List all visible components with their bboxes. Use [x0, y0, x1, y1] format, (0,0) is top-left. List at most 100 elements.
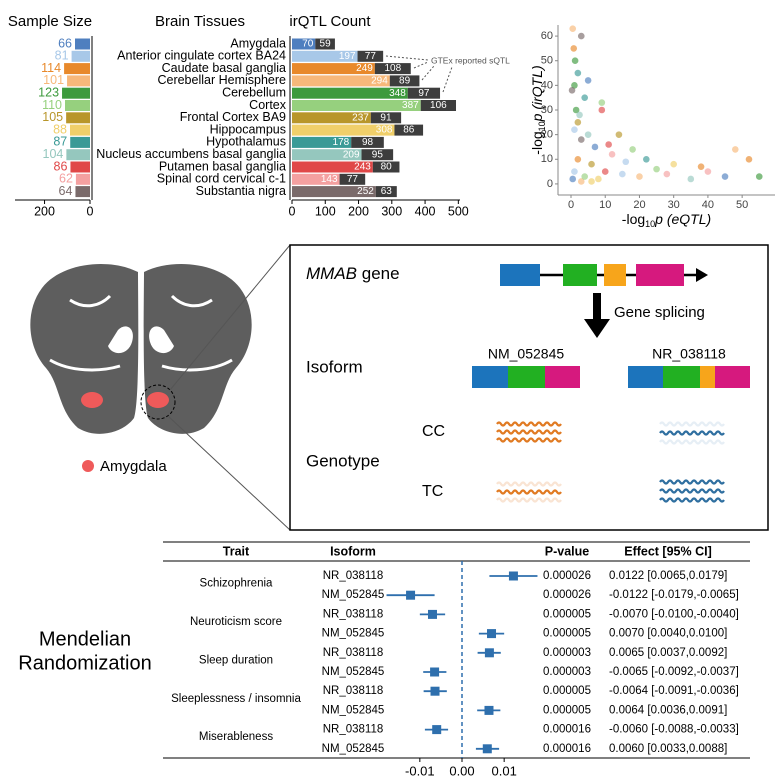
bar [67, 75, 90, 87]
value-label: 81 [55, 49, 69, 63]
annotation-leader [385, 55, 429, 61]
isoform: NR_038118 [323, 685, 384, 697]
y-axis-label: -log10p (irQTL) [529, 65, 548, 154]
bar-segment [351, 136, 384, 148]
p-value: 0.000003 [543, 666, 591, 678]
y-tick-label: 20 [541, 129, 553, 141]
p-value: 0.000016 [543, 724, 591, 736]
value-label: 59 [320, 39, 332, 50]
p-value: 0.000016 [543, 743, 591, 755]
point [588, 160, 595, 168]
y-tick-label: 60 [541, 30, 553, 42]
legend-label: Amygdala [100, 458, 167, 475]
point [574, 119, 582, 126]
value-label: 62 [59, 172, 73, 186]
point [731, 146, 739, 153]
isoform: NR_038118 [323, 647, 384, 659]
category-label: Frontal Cortex BA9 [180, 110, 286, 124]
x-tick-label: 30 [668, 199, 680, 211]
point [577, 136, 585, 143]
value-label: 97 [418, 88, 430, 99]
y-axis-label-sub: 10 [537, 121, 547, 131]
point [629, 146, 636, 153]
category-label: Nucleus accumbens basal ganglia [96, 147, 286, 161]
bar-segment [292, 186, 376, 198]
value-label: 252 [357, 186, 374, 197]
bar-segment [372, 161, 400, 173]
x-tick-label: 0 [289, 204, 296, 218]
x-tick-label: 50 [736, 199, 748, 211]
p-value: 0.000003 [543, 647, 591, 659]
value-label: 91 [380, 112, 392, 123]
wave [659, 439, 725, 445]
value-label: 178 [333, 137, 350, 148]
sulcus [49, 358, 121, 372]
x-tick-label: 100 [315, 204, 336, 218]
exon [500, 264, 540, 286]
p-value: 0.000005 [543, 608, 591, 620]
mr-label-line: Mendelian [39, 628, 131, 650]
value-label: 98 [362, 137, 374, 148]
category-label: Cortex [249, 98, 287, 112]
column-header: P-value [545, 544, 590, 558]
amygdala-right [147, 392, 169, 408]
wave [496, 481, 562, 487]
brain-diagram: Amygdala [30, 244, 291, 531]
column-header: Effect [95% CI] [624, 544, 712, 558]
isoform-name: NR_038118 [652, 346, 726, 362]
wave [659, 488, 725, 494]
highlight-circle [140, 384, 176, 420]
bar-segment [370, 112, 402, 124]
value-label: 123 [38, 85, 59, 99]
value-label: 114 [41, 61, 61, 75]
genotype: CC [422, 423, 445, 440]
effect-label: -0.0070 [-0.0100,-0.0040] [609, 608, 739, 620]
bar-segment [292, 136, 352, 148]
value-label: 86 [403, 125, 415, 136]
x-axis-label-sub: 10 [645, 219, 655, 229]
point [643, 155, 650, 163]
estimate [482, 744, 492, 754]
wave [659, 430, 725, 436]
bar-segment [292, 87, 408, 99]
bar [71, 50, 90, 62]
left-hemisphere [30, 264, 139, 434]
point [636, 173, 643, 180]
bar-segment [292, 38, 316, 50]
value-label: 77 [365, 51, 377, 62]
estimate [484, 648, 494, 658]
chart-title: Sample Size [8, 13, 92, 30]
bar [66, 149, 90, 161]
x-axis-label-part: -log [622, 211, 645, 227]
estimate [406, 590, 416, 600]
isoform: NM_052845 [322, 743, 385, 755]
point [622, 158, 630, 166]
bar [75, 38, 90, 50]
sulcus [69, 294, 112, 308]
point [687, 175, 695, 183]
point [574, 69, 582, 77]
trait: Neuroticism score [190, 616, 282, 628]
x-tick-label: 0 [87, 204, 94, 218]
value-label: 106 [430, 100, 447, 111]
value-label: 143 [321, 174, 338, 185]
zoom-line [167, 415, 291, 531]
exon [636, 264, 684, 286]
point [745, 155, 753, 163]
value-label: 80 [381, 162, 393, 173]
value-label: 101 [43, 73, 64, 87]
value-label: 70 [302, 39, 314, 50]
category-label: Spinal cord cervical c-1 [157, 172, 286, 186]
point [577, 32, 585, 40]
effect-label: 0.0070 [0.0040,0.0100] [609, 628, 727, 640]
x-axis-label: -log10p (eQTL) [622, 211, 711, 230]
x-tick-label: 10 [599, 199, 611, 211]
point [581, 94, 588, 101]
p-value: 0.000005 [543, 628, 591, 640]
chart-title: irQTL Count [289, 13, 371, 30]
bar-segment [394, 124, 424, 136]
p-value: 0.000005 [543, 685, 591, 697]
isoform: NR_038118 [323, 570, 384, 582]
value-label: 237 [352, 112, 369, 123]
category-label: Amygdala [230, 36, 286, 50]
